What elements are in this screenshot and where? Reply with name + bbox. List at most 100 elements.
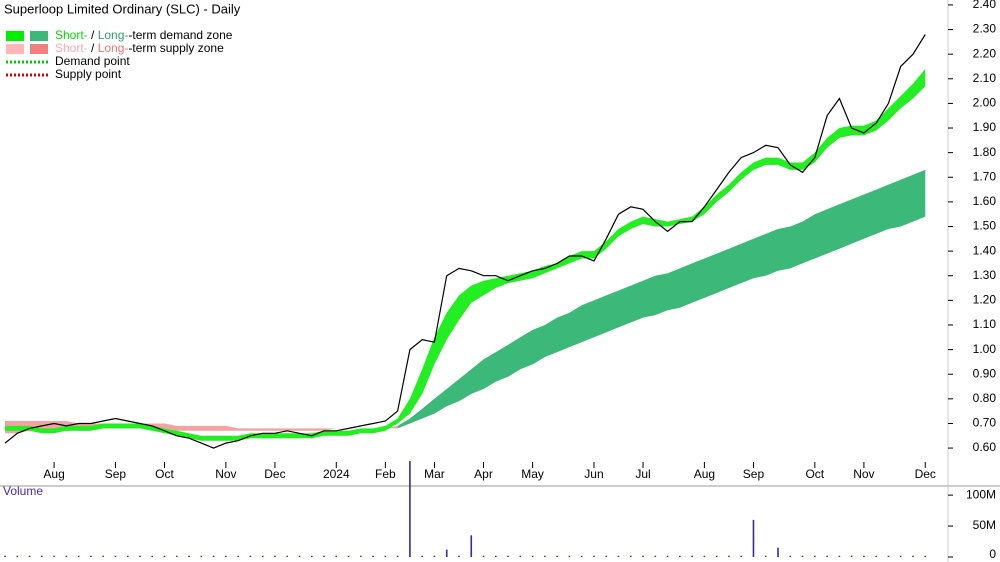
x-tick-label: Jul xyxy=(635,467,650,481)
volume-bar xyxy=(605,555,608,557)
y-tick-label: 50M xyxy=(973,518,996,532)
volume-bar xyxy=(433,555,436,557)
legend-text: / xyxy=(88,41,98,55)
x-tick-label: Oct xyxy=(805,467,824,481)
volume-bar xyxy=(53,555,55,557)
volume-bar xyxy=(764,555,767,557)
legend-swatch xyxy=(6,44,24,54)
x-tick-label: May xyxy=(521,467,544,481)
volume-bar xyxy=(899,555,902,557)
y-tick-label: 1.60 xyxy=(973,194,997,208)
volume-bar xyxy=(458,555,460,557)
volume-bar xyxy=(286,555,289,557)
y-tick-label: 1.70 xyxy=(973,169,997,183)
volume-bar xyxy=(225,555,227,557)
volume-bar xyxy=(28,555,31,557)
volume-bar xyxy=(531,555,534,557)
volume-bar xyxy=(151,555,154,557)
volume-bar xyxy=(544,555,546,557)
volume-bar xyxy=(249,555,252,557)
volume-bar xyxy=(470,535,473,557)
y-tick-label: 1.40 xyxy=(973,243,997,257)
legend-text: / xyxy=(88,28,98,42)
volume-bar xyxy=(850,555,853,557)
volume-bar xyxy=(445,549,448,557)
volume-bar xyxy=(924,555,927,557)
legend-label: Demand point xyxy=(55,54,130,68)
y-tick-label: 2.40 xyxy=(973,0,997,11)
volume-bar xyxy=(777,547,779,557)
volume-bar xyxy=(310,555,313,557)
volume-bar xyxy=(274,555,276,557)
volume-bar xyxy=(728,555,730,557)
volume-bar xyxy=(372,555,374,557)
legend-text: Short- xyxy=(55,28,88,42)
volume-bar xyxy=(556,555,558,557)
x-tick-label: Apr xyxy=(474,467,493,481)
volume-bar xyxy=(642,555,644,557)
x-tick-label: Jun xyxy=(584,467,603,481)
volume-bar xyxy=(163,555,166,557)
y-tick-label: 1.50 xyxy=(973,219,997,233)
legend-label: Short- / Long--term demand zone xyxy=(55,28,233,42)
legend-text: -term demand zone xyxy=(128,28,232,42)
volume-bar xyxy=(507,555,509,557)
volume-bar xyxy=(77,555,80,557)
volume-bar xyxy=(568,555,571,557)
volume-bar xyxy=(679,555,681,557)
x-tick-label: Nov xyxy=(215,467,236,481)
volume-bar xyxy=(629,555,632,557)
y-tick-label: 0.60 xyxy=(973,440,997,454)
x-tick-label: Sep xyxy=(743,467,765,481)
legend-swatch xyxy=(6,31,24,41)
y-tick-label: 1.30 xyxy=(973,268,997,282)
y-tick-label: 1.00 xyxy=(973,342,997,356)
volume-bar xyxy=(875,555,877,557)
volume-bar xyxy=(703,555,706,557)
x-tick-label: Mar xyxy=(424,467,445,481)
legend-swatch xyxy=(30,44,48,54)
volume-bar xyxy=(789,555,792,557)
volume-bar xyxy=(90,555,92,557)
x-tick-label: Aug xyxy=(43,467,64,481)
volume-bar xyxy=(826,555,828,557)
y-tick-label: 0.80 xyxy=(973,391,997,405)
price-line xyxy=(4,34,926,449)
x-tick-label: Dec xyxy=(264,467,285,481)
volume-bar xyxy=(335,555,338,557)
volume-bar xyxy=(175,555,178,557)
volume-bar xyxy=(482,555,485,557)
volume-bar xyxy=(654,555,657,557)
volume-bar xyxy=(261,555,264,557)
volume-bar xyxy=(212,555,215,557)
y-tick-label: 2.20 xyxy=(973,46,997,60)
volume-bar xyxy=(752,519,755,557)
zone-band xyxy=(397,169,926,429)
volume-bar xyxy=(495,555,497,557)
y-tick-label: 100M xyxy=(966,487,996,501)
volume-bar xyxy=(519,555,522,557)
volume-title: Volume xyxy=(3,484,43,498)
volume-bar xyxy=(421,555,423,557)
volume-bar xyxy=(691,555,693,557)
volume-bar xyxy=(139,555,141,557)
volume-bar xyxy=(360,555,362,557)
volume-bar xyxy=(4,555,6,557)
volume-bar xyxy=(16,555,19,557)
volume-bar xyxy=(188,555,190,557)
chart-title: Superloop Limited Ordinary (SLC) - Daily xyxy=(4,1,241,16)
volume-bar xyxy=(666,555,669,557)
volume-bar xyxy=(740,555,742,557)
volume-bar xyxy=(41,555,43,557)
volume-bar xyxy=(887,555,890,557)
legend-text: Long- xyxy=(98,28,129,42)
y-tick-label: 2.10 xyxy=(973,71,997,85)
volume-bar xyxy=(912,555,914,557)
volume-bar xyxy=(384,555,387,557)
volume-bar xyxy=(347,555,350,557)
volume-bar xyxy=(114,555,117,557)
volume-bar xyxy=(838,555,841,557)
volume-bar xyxy=(298,555,301,557)
legend-label: Supply point xyxy=(55,67,122,81)
